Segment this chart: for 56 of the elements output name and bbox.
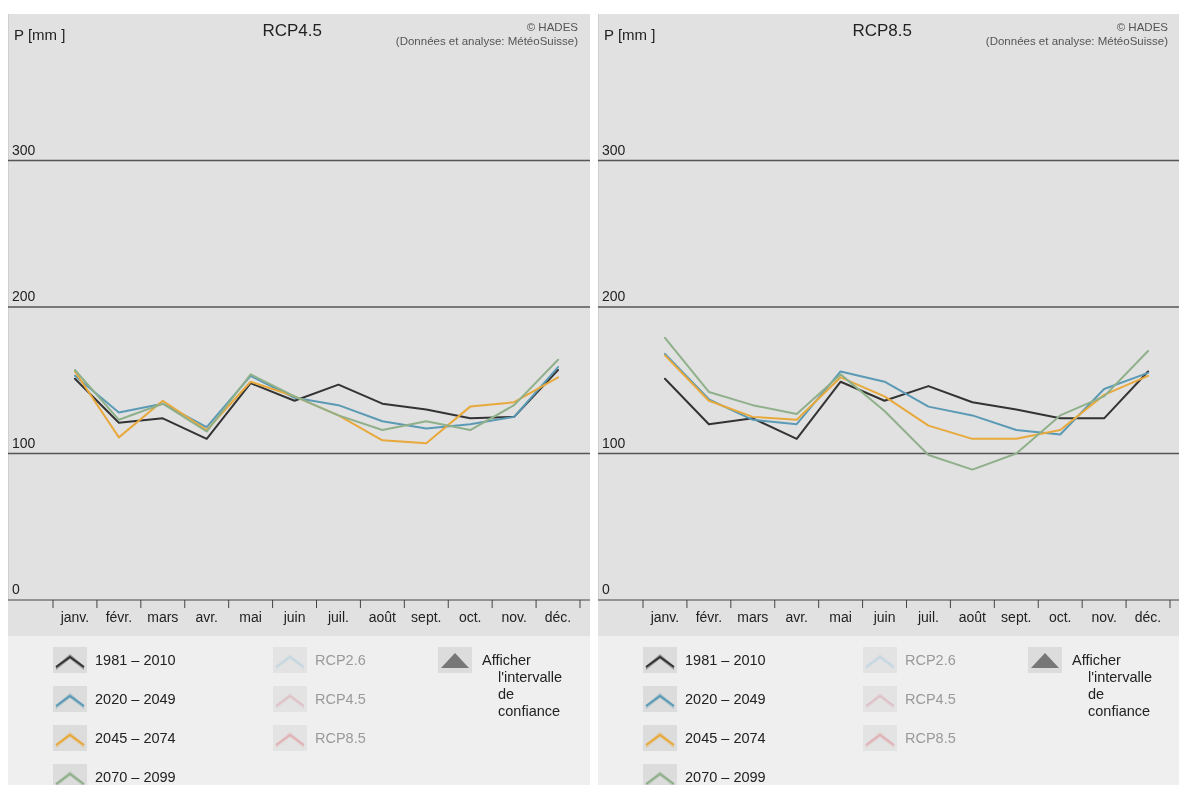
- chart-title: RCP4.5: [262, 21, 322, 40]
- text: Afficher l'intervalle de confiance: [482, 652, 563, 719]
- x-tick-label: sept.: [1001, 609, 1032, 625]
- x-tick-label: août: [958, 609, 987, 625]
- legend-label: 2045 – 2074: [95, 730, 176, 746]
- y-tick-label: 200: [602, 288, 626, 304]
- y-tick-label: 0: [12, 581, 20, 597]
- text: RCP8.5: [905, 730, 956, 746]
- text: RCP8.5: [315, 730, 366, 746]
- x-tick-label: avr.: [195, 609, 218, 625]
- x-tick-label: mars: [737, 609, 769, 625]
- x-tick-label: févr.: [105, 609, 133, 625]
- y-axis-title: P [mm ]: [14, 26, 66, 43]
- x-tick-label: févr.: [695, 609, 723, 625]
- y-tick-label: 0: [602, 581, 610, 597]
- x-tick-label: janv.: [649, 609, 680, 625]
- x-tick-label: mai: [829, 609, 852, 625]
- y-tick-label: 100: [602, 434, 626, 451]
- legend-label: 2070 – 2099: [95, 769, 176, 785]
- x-tick-label: sept.: [411, 609, 442, 625]
- x-tick-label: nov.: [501, 609, 527, 625]
- y-axis-title: P [mm ]: [604, 26, 656, 43]
- text: (Données et analyse: MétéoSuisse): [395, 35, 579, 47]
- text: RCP2.6: [315, 652, 366, 668]
- legend-label: 2020 – 2049: [95, 691, 176, 707]
- text: Afficher l'intervalle de confiance: [1072, 652, 1153, 719]
- x-tick-label: mars: [147, 609, 179, 625]
- legend-label: 2020 – 2049: [685, 691, 766, 707]
- annotation: © HADES: [1116, 21, 1169, 33]
- legend-label: 1981 – 2010: [685, 652, 766, 668]
- y-tick-label: 300: [602, 141, 626, 158]
- y-tick-label: 100: [12, 434, 36, 451]
- x-tick-label: oct.: [1048, 609, 1072, 625]
- y-tick-label: 200: [12, 288, 36, 304]
- x-tick-label: août: [368, 609, 397, 625]
- x-tick-label: juin: [872, 609, 896, 625]
- y-tick-label: 300: [12, 141, 36, 158]
- legend-label: 2070 – 2099: [685, 769, 766, 785]
- text: RCP4.5: [315, 691, 366, 707]
- text: RCP4.5: [905, 691, 956, 707]
- legend-label: 1981 – 2010: [95, 652, 176, 668]
- x-tick-label: déc.: [1134, 609, 1162, 625]
- x-tick-label: nov.: [1091, 609, 1117, 625]
- x-tick-label: janv.: [59, 609, 90, 625]
- x-tick-label: mai: [239, 609, 262, 625]
- x-tick-label: déc.: [544, 609, 572, 625]
- x-tick-label: oct.: [458, 609, 482, 625]
- legend-label: 2045 – 2074: [685, 730, 766, 746]
- text: RCP2.6: [905, 652, 956, 668]
- x-tick-label: juil.: [916, 609, 939, 625]
- x-tick-label: avr.: [785, 609, 808, 625]
- text: (Données et analyse: MétéoSuisse): [985, 35, 1169, 47]
- annotation: © HADES: [526, 21, 579, 33]
- chart-title: RCP8.5: [852, 21, 912, 40]
- x-tick-label: juin: [282, 609, 306, 625]
- x-tick-label: juil.: [326, 609, 349, 625]
